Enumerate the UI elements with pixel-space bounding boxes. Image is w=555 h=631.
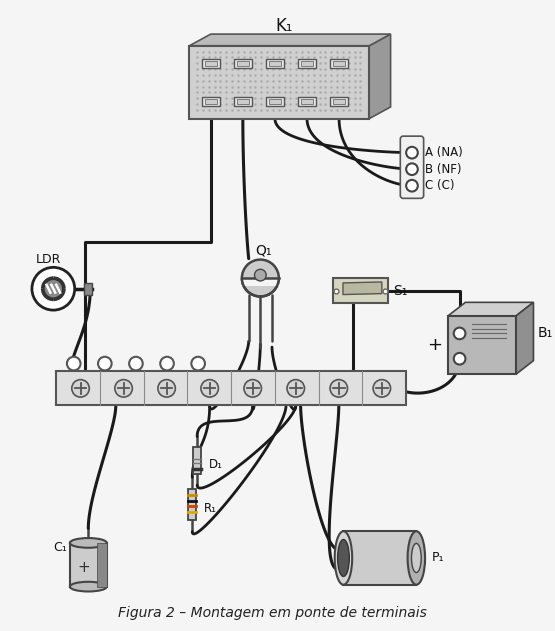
Bar — [330, 59, 348, 68]
Text: A (NA): A (NA) — [425, 146, 462, 159]
Bar — [237, 61, 249, 66]
Ellipse shape — [70, 582, 107, 591]
Text: +: + — [427, 336, 442, 354]
Ellipse shape — [407, 531, 425, 585]
FancyBboxPatch shape — [400, 136, 423, 198]
Circle shape — [406, 163, 418, 175]
Bar — [237, 98, 249, 103]
Circle shape — [72, 380, 89, 397]
Bar — [189, 46, 369, 119]
Circle shape — [454, 327, 466, 339]
Bar — [344, 531, 416, 585]
Text: B (NF): B (NF) — [425, 163, 461, 175]
Bar — [298, 97, 316, 105]
Circle shape — [242, 259, 279, 297]
Bar — [448, 316, 516, 374]
Text: +: + — [77, 560, 90, 575]
Bar — [242, 278, 279, 286]
Circle shape — [406, 180, 418, 192]
Text: D₁: D₁ — [209, 458, 223, 471]
Text: Figura 2 – Montagem em ponte de terminais: Figura 2 – Montagem em ponte de terminai… — [118, 606, 426, 620]
Polygon shape — [189, 34, 391, 46]
Text: P₁: P₁ — [432, 551, 445, 565]
Bar — [202, 97, 220, 105]
Bar — [84, 283, 92, 295]
Bar — [202, 59, 220, 68]
Circle shape — [115, 380, 132, 397]
Text: Q₁: Q₁ — [255, 244, 272, 258]
Bar — [234, 97, 251, 105]
Circle shape — [160, 357, 174, 370]
Bar — [188, 489, 196, 520]
Circle shape — [191, 357, 205, 370]
Bar — [205, 61, 216, 66]
Text: B₁: B₁ — [537, 326, 553, 341]
Circle shape — [158, 380, 175, 397]
Polygon shape — [343, 282, 382, 295]
Text: K₁: K₁ — [275, 17, 293, 35]
Bar — [269, 98, 281, 103]
Circle shape — [44, 279, 63, 298]
Circle shape — [255, 269, 266, 281]
Bar — [333, 61, 345, 66]
Bar — [56, 372, 406, 405]
Circle shape — [98, 357, 112, 370]
Bar — [97, 543, 107, 587]
Bar — [333, 98, 345, 103]
Text: LDR: LDR — [36, 253, 61, 266]
Circle shape — [287, 380, 305, 397]
Bar — [301, 61, 313, 66]
Circle shape — [129, 357, 143, 370]
Polygon shape — [516, 302, 533, 374]
Circle shape — [406, 147, 418, 158]
Bar — [266, 59, 284, 68]
Circle shape — [32, 268, 75, 310]
Text: C (C): C (C) — [425, 179, 454, 192]
Circle shape — [201, 380, 219, 397]
Polygon shape — [369, 34, 391, 119]
Bar — [269, 61, 281, 66]
Circle shape — [373, 380, 391, 397]
Ellipse shape — [70, 538, 107, 548]
Text: C₁: C₁ — [53, 541, 67, 554]
Bar — [266, 97, 284, 105]
Bar — [70, 543, 107, 587]
Polygon shape — [448, 302, 533, 316]
Text: S₁: S₁ — [393, 284, 408, 298]
Ellipse shape — [411, 543, 421, 572]
Bar — [234, 59, 251, 68]
Bar — [301, 98, 313, 103]
Bar — [330, 97, 348, 105]
Bar — [333, 278, 388, 304]
Circle shape — [330, 380, 347, 397]
Bar — [193, 447, 201, 475]
Bar — [298, 59, 316, 68]
Bar — [205, 98, 216, 103]
Ellipse shape — [337, 540, 349, 577]
Text: R₁: R₁ — [204, 502, 217, 515]
Circle shape — [454, 353, 466, 365]
Circle shape — [244, 380, 261, 397]
Ellipse shape — [335, 531, 352, 585]
Circle shape — [67, 357, 80, 370]
